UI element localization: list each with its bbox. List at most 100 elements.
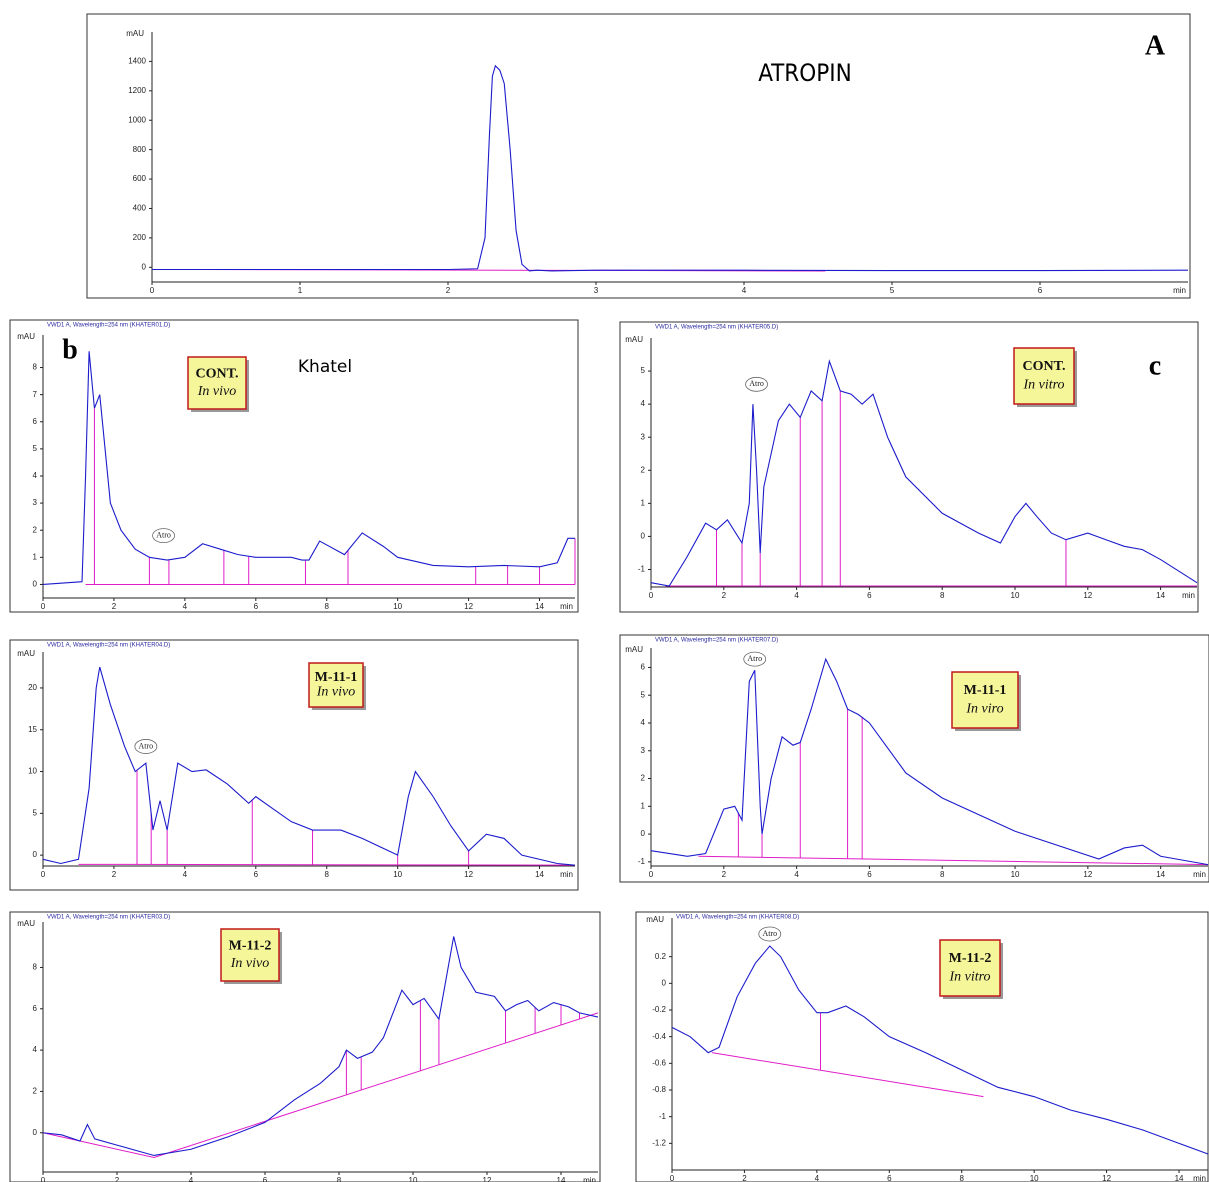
x-tick-label: 6	[887, 1174, 892, 1182]
x-tick-label: 10	[409, 1176, 418, 1182]
panel: 0 2 4 6 8 10 12 14 min 0 2 4 6 8 mAU VWD1 A, Wavelength…	[9, 911, 601, 1182]
x-tick-label: 10	[393, 602, 402, 611]
x-tick-label: 8	[325, 602, 330, 611]
signal-line	[671, 945, 1209, 1155]
chart-title: ATROPIN	[758, 59, 852, 87]
y-tick-label: 3	[641, 746, 646, 755]
y-tick-label: -0.2	[652, 1005, 666, 1014]
panel-frame	[9, 319, 579, 613]
label-box	[308, 662, 364, 708]
y-tick-label: 0	[33, 850, 38, 859]
x-tick-label: 8	[960, 1174, 965, 1182]
x-axis-label: min	[560, 870, 573, 879]
y-tick-label: 10	[28, 767, 37, 776]
x-tick-label: 2	[722, 870, 727, 879]
y-axis-label: mAU	[17, 649, 35, 658]
x-tick-label: 4	[794, 870, 799, 879]
x-tick-label: 5	[890, 286, 895, 295]
x-tick-label: 14	[1156, 870, 1165, 879]
y-tick-label: 6	[33, 417, 38, 426]
x-tick-label: 10	[1011, 870, 1020, 879]
x-tick-label: 6	[254, 870, 259, 879]
y-tick-label: 3	[641, 432, 646, 441]
x-tick-label: 14	[1175, 1174, 1184, 1182]
y-tick-label: 4	[641, 399, 646, 408]
y-tick-label: 5	[641, 366, 646, 375]
x-tick-label: 2	[722, 591, 727, 600]
y-tick-label: 5	[33, 808, 38, 817]
label-box-text: CONT.	[1023, 359, 1066, 374]
x-tick-label: 2	[115, 1176, 120, 1182]
y-axis-label: mAU	[625, 645, 643, 654]
panel: 0 1 2 3 4 5 6 min 0 200 400 600 800 1000 1200 1400 mAU A A…	[86, 13, 1191, 299]
annotation-balloon	[745, 376, 768, 392]
y-tick-label: 4	[33, 471, 38, 480]
x-tick-label: 4	[815, 1174, 820, 1182]
x-tick-label: 8	[940, 870, 945, 879]
x-tick-label: 10	[393, 870, 402, 879]
panel-header: VWD1 A, Wavelength=254 nm (KHATER01.D)	[47, 323, 170, 329]
y-tick-label: 0.2	[655, 952, 667, 961]
panel-header: VWD1 A, Wavelength=254 nm (KHATER03.D)	[47, 915, 170, 921]
y-tick-label: -0.4	[652, 1032, 666, 1041]
x-tick-label: 0	[41, 602, 46, 611]
label-box-text: In vivo	[197, 384, 236, 399]
y-tick-label: 400	[133, 204, 147, 213]
label-box-text: In vivo	[230, 956, 269, 971]
y-tick-label: 0	[641, 532, 646, 541]
y-axis-label: mAU	[126, 29, 144, 38]
x-tick-label: 14	[535, 870, 544, 879]
y-tick-label: 2	[641, 774, 646, 783]
annotation-balloon	[758, 926, 782, 942]
x-tick-label: 12	[483, 1176, 492, 1182]
x-axis-label: min	[1193, 1174, 1206, 1182]
x-tick-label: 6	[867, 870, 872, 879]
annotation-balloon	[134, 739, 158, 754]
x-tick-label: 4	[794, 591, 799, 600]
panel-header: VWD1 A, Wavelength=254 nm (KHATER05.D)	[655, 325, 778, 331]
x-tick-label: 0	[649, 870, 654, 879]
annotation-label: Atro	[749, 379, 764, 388]
label-box-text: M-11-2	[949, 951, 992, 966]
x-tick-label: 2	[446, 286, 451, 295]
y-tick-label: 1000	[128, 115, 146, 124]
y-tick-label: 1	[33, 552, 38, 561]
panel-frame	[619, 321, 1199, 613]
x-tick-label: 12	[1083, 870, 1092, 879]
baseline	[698, 855, 1209, 866]
x-tick-label: 8	[325, 870, 330, 879]
label-box	[1013, 347, 1075, 405]
y-tick-label: 1	[641, 801, 646, 810]
y-tick-label: 6	[641, 663, 646, 672]
y-tick-label: 8	[33, 963, 38, 972]
panel: 0 2 4 6 8 10 12 14 min 0 5 10 15 20 mAU VWD1 A, Wavelen…	[9, 639, 579, 891]
y-tick-label: 600	[133, 174, 147, 183]
y-tick-label: 200	[133, 233, 147, 242]
x-tick-label: 3	[594, 286, 599, 295]
y-tick-label: 2	[33, 525, 38, 534]
y-tick-label: 4	[33, 1045, 38, 1054]
x-tick-label: 4	[183, 602, 188, 611]
panel-header: VWD1 A, Wavelength=254 nm (KHATER08.D)	[676, 915, 799, 921]
panel-letter: c	[1149, 350, 1161, 381]
x-tick-label: 0	[41, 1176, 46, 1182]
x-tick-label: 2	[742, 1174, 747, 1182]
note: Khatel	[298, 357, 352, 377]
y-tick-label: -1	[638, 565, 646, 574]
signal-line	[650, 359, 1198, 587]
x-tick-label: 1	[298, 286, 303, 295]
y-axis-label: mAU	[625, 335, 643, 344]
y-tick-label: 0	[33, 580, 38, 589]
x-tick-label: 12	[1102, 1174, 1111, 1182]
panel-frame	[619, 634, 1209, 883]
y-tick-label: -1.2	[652, 1138, 666, 1147]
y-tick-label: 8	[33, 363, 38, 372]
x-tick-label: 8	[337, 1176, 342, 1182]
y-tick-label: 5	[33, 444, 38, 453]
baseline	[711, 1052, 984, 1098]
x-tick-label: 14	[535, 602, 544, 611]
y-tick-label: 0	[142, 262, 147, 271]
